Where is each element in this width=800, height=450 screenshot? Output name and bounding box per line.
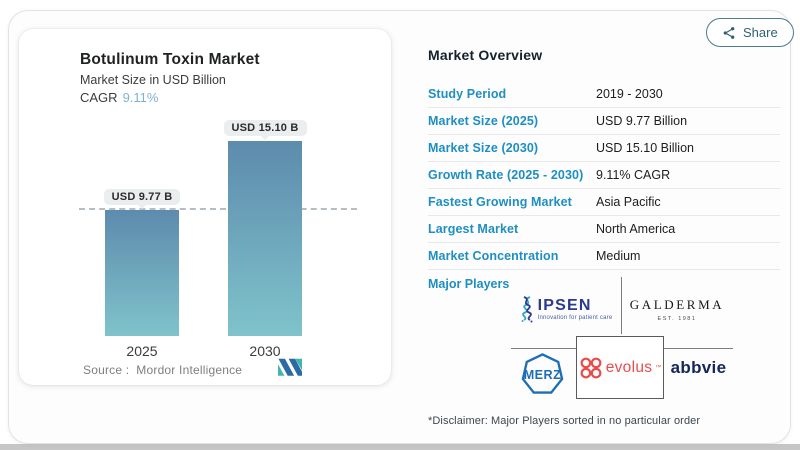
row-label: Market Size (2025) bbox=[428, 114, 539, 128]
chart-subtitle: Market Size in USD Billion bbox=[80, 73, 226, 87]
source-value: Mordor Intelligence bbox=[136, 363, 243, 377]
x-axis-label-2025: 2025 bbox=[126, 343, 158, 359]
abbvie-wordmark: abbvie bbox=[670, 357, 727, 377]
share-label: Share bbox=[743, 25, 778, 40]
share-button[interactable]: Share bbox=[706, 18, 794, 47]
merz-wordmark: MERZ bbox=[524, 368, 562, 382]
ipsen-logo: IPSEN Innovation for patient care bbox=[511, 285, 621, 333]
galderma-established: EST. 1981 bbox=[657, 315, 697, 322]
report-widget-card: Botulinum Toxin Market Market Size in US… bbox=[8, 10, 794, 444]
major-players-label: Major Players bbox=[428, 277, 510, 291]
disclaimer-text: *Disclaimer: Major Players sorted in no … bbox=[428, 415, 701, 427]
bar-column-2025: USD 9.77 B bbox=[103, 189, 181, 336]
source-label: Source : bbox=[83, 363, 130, 377]
overview-row: Market Size (2030) USD 15.10 Billion bbox=[428, 135, 780, 162]
overview-row: Market Concentration Medium bbox=[428, 243, 780, 270]
ipsen-wordmark: IPSEN bbox=[537, 296, 592, 314]
row-value: Asia Pacific bbox=[596, 195, 661, 209]
bar-2025 bbox=[105, 210, 179, 336]
overview-row: Study Period 2019 - 2030 bbox=[428, 81, 780, 108]
market-chart-card: Botulinum Toxin Market Market Size in US… bbox=[19, 29, 391, 385]
galderma-logo: GALDERMA EST. 1981 bbox=[621, 285, 733, 333]
overview-row: Market Size (2025) USD 9.77 Billion bbox=[428, 108, 780, 135]
bar-value-label-2025: USD 9.77 B bbox=[103, 189, 181, 205]
merz-logo: MERZ bbox=[521, 353, 564, 394]
bar-2030 bbox=[228, 141, 302, 336]
page-background-strip bbox=[0, 444, 800, 450]
chart-title: Botulinum Toxin Market bbox=[80, 51, 260, 68]
row-value: USD 9.77 Billion bbox=[596, 114, 688, 128]
row-label: Largest Market bbox=[428, 222, 519, 236]
overview-row: Largest Market North America bbox=[428, 216, 780, 243]
cagr-label: CAGR bbox=[80, 90, 118, 105]
source-line: Source : Mordor Intelligence bbox=[83, 363, 242, 377]
evolus-wordmark: evolus bbox=[605, 358, 653, 376]
mordor-intelligence-logo-icon bbox=[278, 358, 302, 376]
row-label: Growth Rate (2025 - 2030) bbox=[428, 168, 584, 182]
overview-row: Growth Rate (2025 - 2030) 9.11% CAGR bbox=[428, 162, 780, 189]
row-value: USD 15.10 Billion bbox=[596, 141, 694, 155]
row-value: 9.11% CAGR bbox=[596, 168, 671, 182]
overview-row: Fastest Growing Market Asia Pacific bbox=[428, 189, 780, 216]
row-label: Market Size (2030) bbox=[428, 141, 539, 155]
ipsen-helix-icon bbox=[521, 295, 533, 322]
bar-value-label-2030: USD 15.10 B bbox=[223, 120, 307, 136]
row-value: 2019 - 2030 bbox=[596, 87, 663, 101]
bar-chart: USD 9.77 B USD 15.10 B bbox=[79, 114, 357, 336]
evolus-flower-icon bbox=[580, 357, 602, 378]
row-value: North America bbox=[596, 222, 676, 236]
row-label: Study Period bbox=[428, 87, 507, 101]
share-icon bbox=[723, 26, 735, 39]
cagr-line: CAGR 9.11% bbox=[80, 90, 158, 105]
overview-table: Study Period 2019 - 2030 Market Size (20… bbox=[428, 81, 780, 270]
merz-heptagon-icon bbox=[521, 353, 564, 394]
cagr-value: 9.11% bbox=[122, 90, 159, 105]
row-value: Medium bbox=[596, 249, 641, 263]
evolus-trademark: ™ bbox=[655, 364, 662, 371]
evolus-logo-box: evolus ™ bbox=[576, 336, 664, 399]
bar-column-2030: USD 15.10 B bbox=[223, 120, 307, 336]
major-players-grid: IPSEN Innovation for patient care GALDER… bbox=[511, 277, 733, 401]
galderma-wordmark: GALDERMA bbox=[629, 296, 725, 312]
row-label: Fastest Growing Market bbox=[428, 195, 572, 209]
row-label: Market Concentration bbox=[428, 249, 559, 263]
ipsen-tagline: Innovation for patient care bbox=[537, 314, 613, 321]
abbvie-logo: abbvie bbox=[664, 336, 733, 399]
overview-heading: Market Overview bbox=[428, 47, 543, 63]
x-axis-label-2030: 2030 bbox=[249, 343, 281, 359]
reference-dashed-line bbox=[79, 208, 357, 210]
grid-divider-vertical bbox=[621, 277, 622, 334]
